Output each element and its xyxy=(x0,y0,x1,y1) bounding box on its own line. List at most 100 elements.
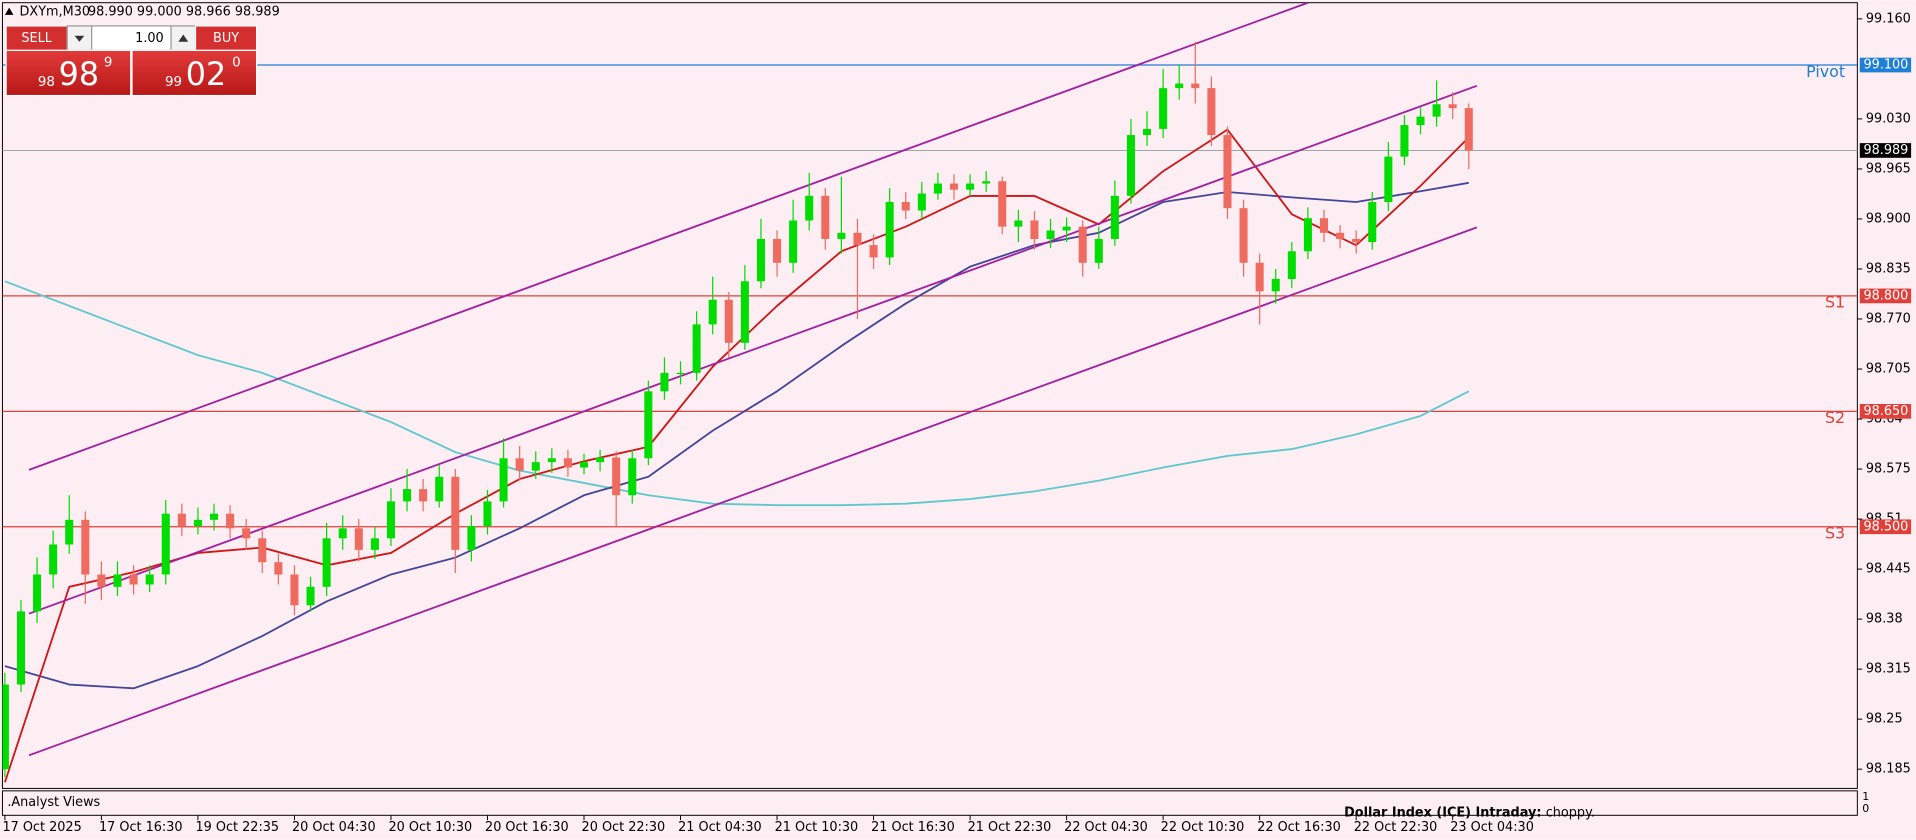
level-price-box xyxy=(1859,404,1912,419)
header-prices: 98.990 99.000 98.966 98.989 xyxy=(88,4,280,19)
y-tick-label: 98.185 xyxy=(1866,762,1911,777)
candle-body xyxy=(1143,128,1152,136)
x-tick-label: 20 Oct 04:30 xyxy=(292,820,376,835)
candle-body xyxy=(579,462,589,468)
x-tick-label: 20 Oct 10:30 xyxy=(389,820,473,835)
candle-body xyxy=(97,574,106,587)
candle-body xyxy=(692,324,701,373)
bid-bg[interactable] xyxy=(5,49,132,97)
candle-body xyxy=(531,462,540,471)
candle-body xyxy=(1030,220,1039,239)
candle-body xyxy=(724,299,733,343)
candle-body xyxy=(515,458,524,471)
candle-body xyxy=(16,611,25,685)
candle-body xyxy=(274,562,283,575)
candle-body xyxy=(467,525,476,550)
level-name: Pivot xyxy=(1806,62,1845,81)
overlay-line xyxy=(28,84,1478,615)
level-name: S2 xyxy=(1825,408,1845,427)
buy-bg[interactable] xyxy=(194,25,258,51)
candle-body xyxy=(1014,220,1023,227)
symbol: DXYm,M30 xyxy=(20,4,90,19)
indicator-scale: 0 xyxy=(1862,802,1869,815)
candle-body xyxy=(1319,218,1329,233)
candle-body xyxy=(1207,88,1216,136)
level-price-label: 99.100 xyxy=(1863,58,1908,73)
candle-body xyxy=(1239,208,1248,263)
bid-box[interactable]: 98 98 9 xyxy=(5,49,132,97)
level-name: S1 xyxy=(1825,293,1845,312)
candle-body xyxy=(708,299,717,325)
candle-body xyxy=(853,232,862,246)
y-tick-label: 98.575 xyxy=(1866,462,1911,477)
candle-body xyxy=(161,513,170,575)
ask-box[interactable]: 99 02 0 xyxy=(131,49,258,97)
candle-body xyxy=(177,513,186,526)
sell-label[interactable]: SELL xyxy=(21,31,52,46)
candle-body xyxy=(226,513,235,529)
candle-body xyxy=(628,458,637,496)
candle-body xyxy=(81,519,90,575)
candle-body xyxy=(885,202,894,258)
candle-body xyxy=(901,202,910,211)
candle-body xyxy=(290,574,299,606)
candle-body xyxy=(1159,88,1168,129)
x-tick-label: 20 Oct 22:30 xyxy=(582,820,666,835)
level-price-box xyxy=(1859,288,1912,304)
bid-big: 98 xyxy=(59,57,99,93)
ask-small: 99 xyxy=(165,75,182,90)
candle-body xyxy=(1094,238,1103,263)
candle-body xyxy=(483,501,492,526)
candle-body xyxy=(1046,230,1055,239)
candle-body xyxy=(1271,278,1280,292)
candle-body xyxy=(949,183,959,190)
last-price-box xyxy=(1859,143,1912,158)
candle-body xyxy=(1191,83,1200,89)
trade-panel: DXYm,M30 98.990 99.000 98.966 98.989 SEL… xyxy=(4,4,280,97)
candle-body xyxy=(338,528,347,539)
y-tick-label: 98.965 xyxy=(1866,161,1911,176)
up-arrow xyxy=(178,34,189,42)
candle-body xyxy=(209,513,219,520)
y-tick-label: 98.835 xyxy=(1866,261,1911,276)
candle-body xyxy=(1368,202,1377,243)
candle-body xyxy=(435,476,444,502)
candle-body xyxy=(547,458,556,463)
candle-body xyxy=(145,574,154,585)
candle-body xyxy=(258,538,267,563)
x-tick-label: 22 Oct 22:30 xyxy=(1354,820,1438,835)
x-tick-label: 22 Oct 04:30 xyxy=(1064,820,1148,835)
sell-button[interactable]: SELL xyxy=(5,25,68,51)
candle-body xyxy=(2,684,9,770)
candle-body xyxy=(322,538,331,587)
candle-body xyxy=(982,181,991,184)
ask-bg[interactable] xyxy=(131,49,258,97)
candle-body xyxy=(193,519,202,526)
candle-body xyxy=(1110,195,1119,239)
candle-body xyxy=(1223,135,1232,209)
candle-body xyxy=(1078,226,1087,263)
x-tick-label: 22 Oct 16:30 xyxy=(1257,820,1341,835)
level-price-box xyxy=(1859,57,1912,73)
lot-input[interactable] xyxy=(91,25,172,51)
collapse-icon[interactable] xyxy=(4,7,14,15)
candle-body xyxy=(821,195,830,239)
buy-label[interactable]: BUY xyxy=(213,31,239,46)
x-tick-label: 17 Oct 16:30 xyxy=(99,820,183,835)
y-tick-label: 98.770 xyxy=(1866,311,1911,326)
candle-body xyxy=(1175,83,1184,89)
candle-body xyxy=(33,574,42,612)
y-tick-label: 98.445 xyxy=(1866,562,1911,577)
candle-body xyxy=(242,528,251,539)
candle-body xyxy=(386,501,395,539)
buy-button[interactable]: BUY xyxy=(194,25,258,51)
level-price-label: 98.800 xyxy=(1863,288,1908,303)
candle-body xyxy=(1336,232,1345,239)
x-tick-label: 21 Oct 04:30 xyxy=(678,820,762,835)
candle-body xyxy=(966,183,975,190)
lot-value[interactable]: 1.00 xyxy=(135,31,164,46)
candle-body xyxy=(1255,262,1264,292)
overlay-line xyxy=(4,181,1469,690)
y-tick-label: 99.160 xyxy=(1866,11,1911,26)
